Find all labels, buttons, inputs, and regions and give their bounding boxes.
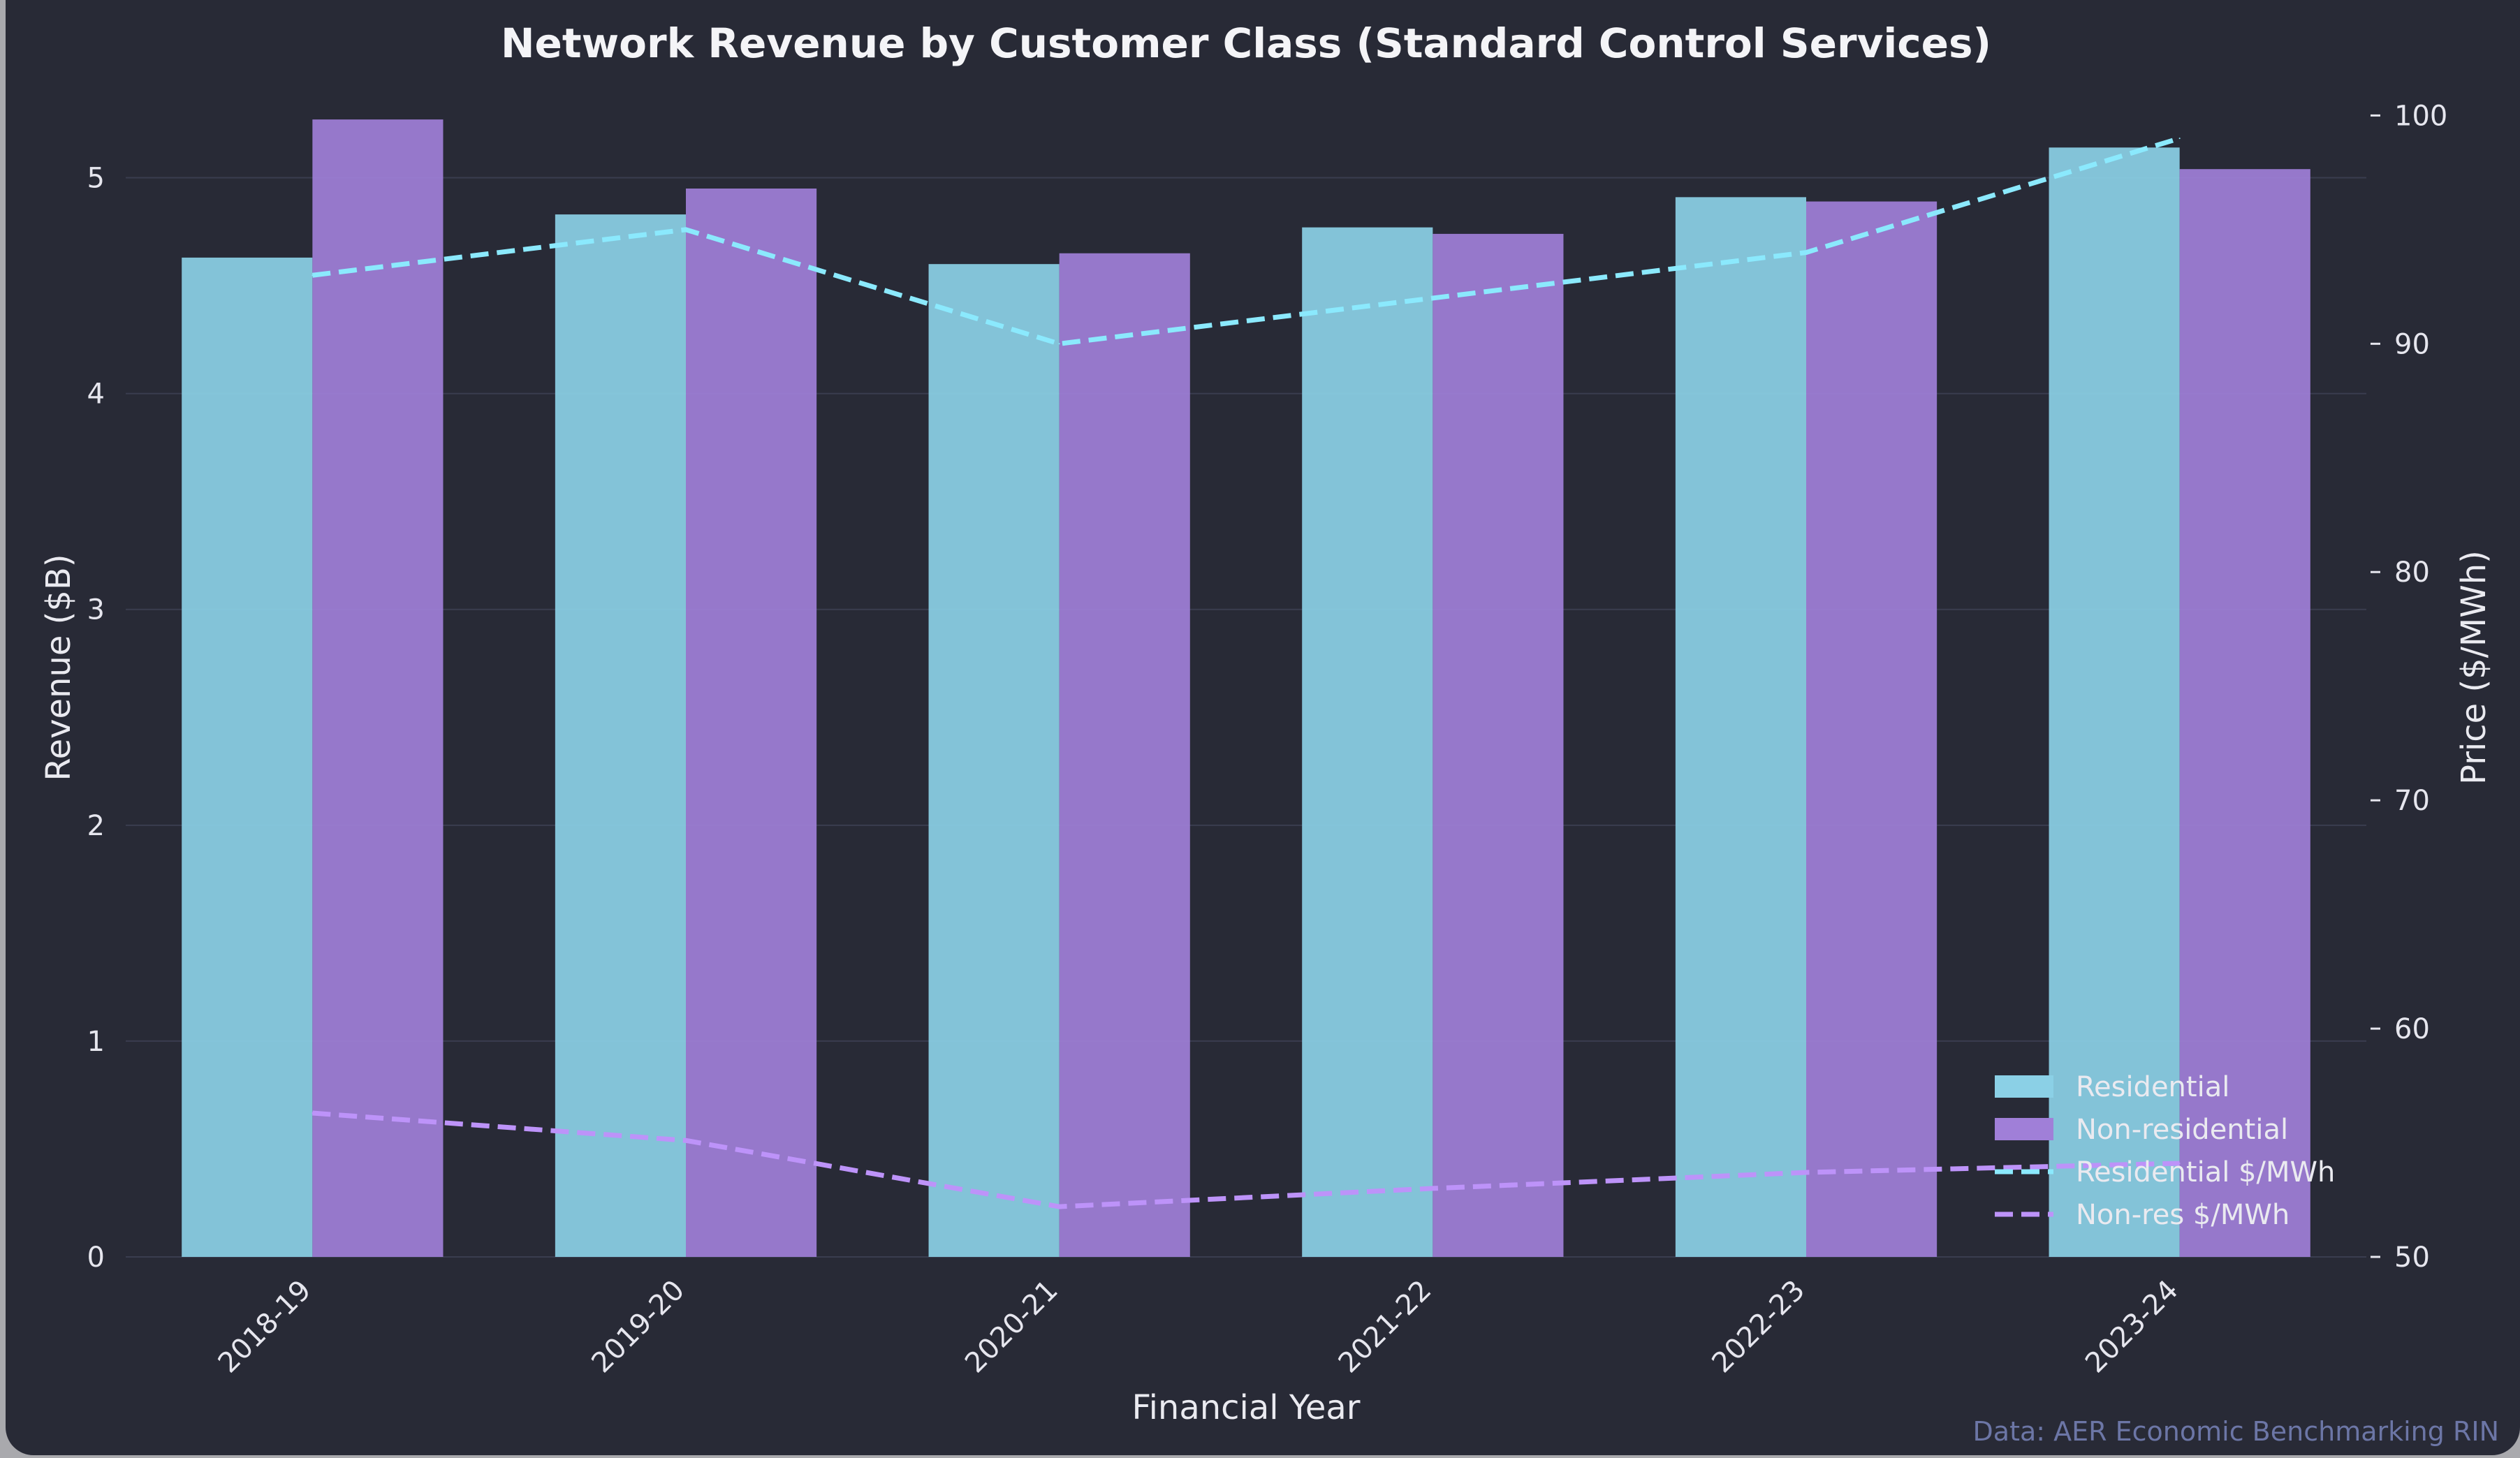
y2-tick-label: 100 — [2394, 100, 2447, 132]
x-tick-label: 2022-23 — [1706, 1274, 1811, 1380]
x-tick-label: 2019-20 — [585, 1274, 691, 1380]
chart-title: Network Revenue by Customer Class (Stand… — [501, 20, 1991, 67]
line-point — [1805, 1172, 1807, 1174]
legend-swatch — [1995, 1118, 2053, 1140]
y-tick-label: 1 — [87, 1026, 105, 1058]
legend-label: Residential — [2076, 1071, 2229, 1103]
legend-label: Non-res $/MWh — [2076, 1199, 2290, 1231]
line-point — [1432, 297, 1434, 299]
y-tick-label: 3 — [87, 594, 105, 626]
line-point — [2178, 1162, 2181, 1164]
bar-residential — [182, 257, 313, 1258]
bar-non-residential — [2179, 169, 2310, 1257]
y-tick-label: 4 — [87, 378, 105, 411]
revenue-chart: 0 1 2 3 4 5 50 60 70 80 90 100 2018-19 2019-20 2020-21… — [39, 20, 2499, 1447]
line-point — [1805, 251, 1807, 253]
bar-non-residential — [312, 119, 444, 1257]
legend-label: Residential $/MWh — [2076, 1156, 2335, 1188]
bar-non-residential — [1806, 201, 1937, 1258]
line-point — [312, 1112, 314, 1114]
line-point — [1058, 343, 1060, 345]
y-tick-label: 5 — [87, 163, 105, 195]
x-axis-label: Financial Year — [1131, 1388, 1360, 1427]
x-tick-label: 2023-24 — [2079, 1274, 2185, 1380]
bar-residential — [1302, 227, 1433, 1257]
y-tick-label: 0 — [87, 1242, 105, 1274]
y2-axis-label: Price ($/MWh) — [2454, 550, 2493, 785]
line-point — [1432, 1187, 1434, 1189]
y2-tick-label: 90 — [2394, 328, 2430, 360]
line-point — [1058, 1206, 1060, 1208]
bar-residential — [1675, 197, 1806, 1257]
source-note: Data: AER Economic Benchmarking RIN — [1973, 1416, 2499, 1447]
bar-non-residential — [686, 189, 817, 1257]
y-tick-label: 2 — [87, 810, 105, 842]
line-point — [685, 228, 687, 230]
x-tick-label: 2018-19 — [212, 1274, 318, 1380]
line-point — [2178, 138, 2181, 140]
bar-non-residential — [1059, 253, 1190, 1257]
y2-tick-label: 60 — [2394, 1013, 2430, 1045]
y2-tick-label: 70 — [2394, 785, 2430, 817]
y-axis-label: Revenue ($B) — [39, 554, 78, 781]
y2-tick-label: 50 — [2394, 1242, 2430, 1274]
legend-swatch — [1995, 1075, 2053, 1098]
bar-residential — [928, 264, 1060, 1257]
line-point — [312, 274, 314, 277]
line-point — [685, 1140, 687, 1142]
bar-non-residential — [1433, 233, 1564, 1258]
line-non-res-mwh — [312, 1110, 2180, 1209]
y2-tick-label: 80 — [2394, 557, 2430, 589]
chart-card: 0 1 2 3 4 5 50 60 70 80 90 100 2018-19 2019-20 2020-21… — [6, 0, 2520, 1455]
legend-label: Non-residential — [2076, 1114, 2288, 1146]
bar-residential — [555, 214, 686, 1257]
bar-residential — [2049, 147, 2180, 1258]
x-tick-label: 2021-22 — [1333, 1274, 1438, 1380]
x-tick-label: 2020-21 — [959, 1274, 1064, 1380]
